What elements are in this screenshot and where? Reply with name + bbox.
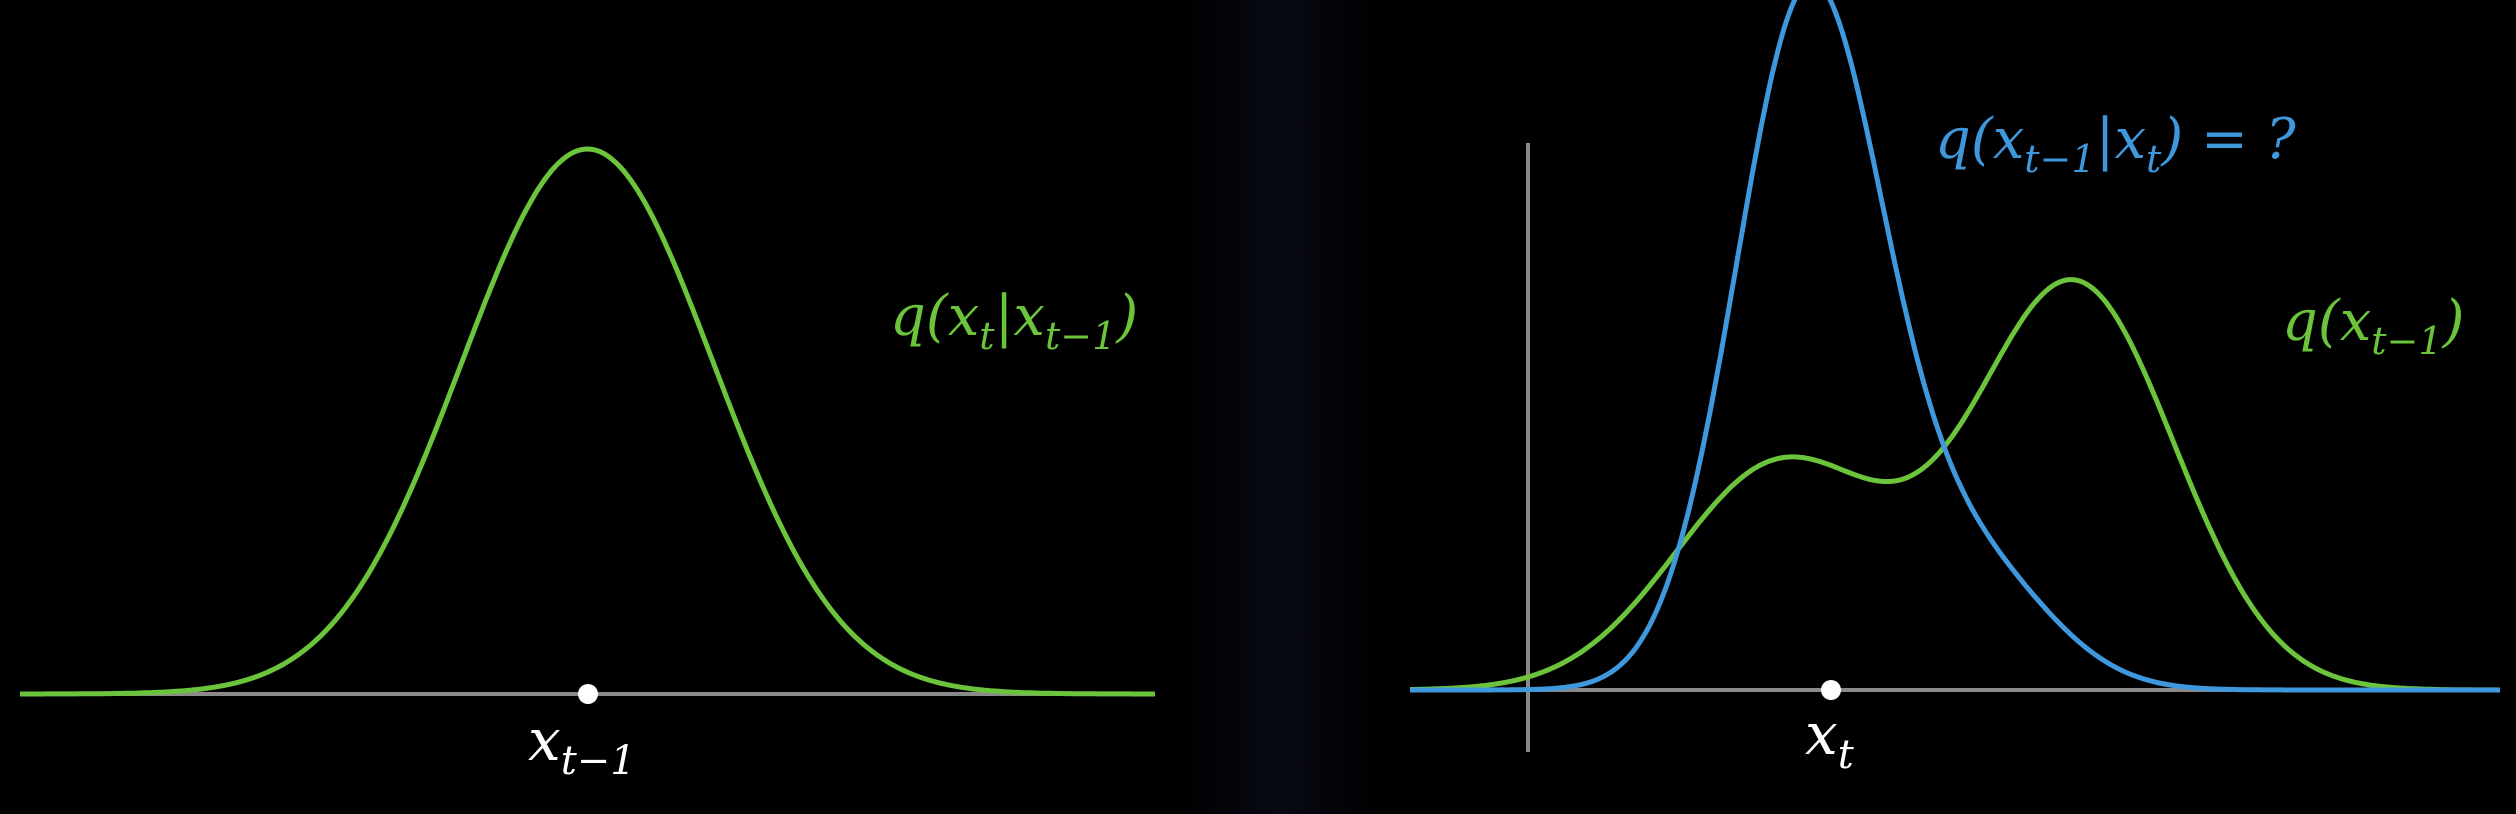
- right-green-label: q(xt−1): [2282, 289, 2464, 363]
- right-blue-label-sub1: t−1: [2024, 137, 2095, 181]
- right-green-label-sub: t−1: [2371, 319, 2442, 363]
- left-panel: q(xt|xt−1) xt−1: [20, 146, 1155, 784]
- left-point-label: xt−1: [528, 706, 636, 784]
- left-curve-label-close: ): [1115, 284, 1138, 349]
- right-green-label-close: ): [2442, 289, 2465, 354]
- left-curve-label-sub2: t−1: [1045, 314, 1116, 358]
- right-blue-label-open: q(x: [1935, 107, 2024, 172]
- panel-divider: [1180, 0, 1380, 814]
- right-panel: q(xt−1|xt) = ? q(xt−1) xt: [1410, 0, 2501, 778]
- right-prior-mixture-curve: [1410, 277, 2501, 693]
- left-curve-label: q(xt|xt−1): [890, 284, 1138, 358]
- left-point-label-sub: t−1: [561, 738, 636, 784]
- left-curve-label-bar: |x: [995, 284, 1045, 349]
- left-curve-label-open: q(x: [890, 284, 979, 349]
- left-curve-label-sub1: t: [979, 314, 995, 358]
- right-reverse-posterior-curve: [1410, 0, 2500, 693]
- left-forward-gaussian-curve: [20, 146, 1155, 697]
- right-point-label-base: x: [1805, 700, 1838, 768]
- right-xt-point: [1821, 680, 1841, 700]
- left-xt-minus-1-point: [578, 684, 598, 704]
- right-point-label: xt: [1805, 700, 1855, 778]
- right-point-label-sub: t: [1838, 732, 1855, 778]
- left-point-label-base: x: [528, 706, 561, 774]
- right-green-label-open: q(x: [2282, 289, 2371, 354]
- right-blue-label: q(xt−1|xt) = ?: [1935, 107, 2297, 181]
- right-blue-label-bar: |x: [2096, 107, 2146, 172]
- right-blue-label-close: ) = ?: [2160, 107, 2296, 172]
- right-blue-label-sub2: t: [2146, 137, 2162, 181]
